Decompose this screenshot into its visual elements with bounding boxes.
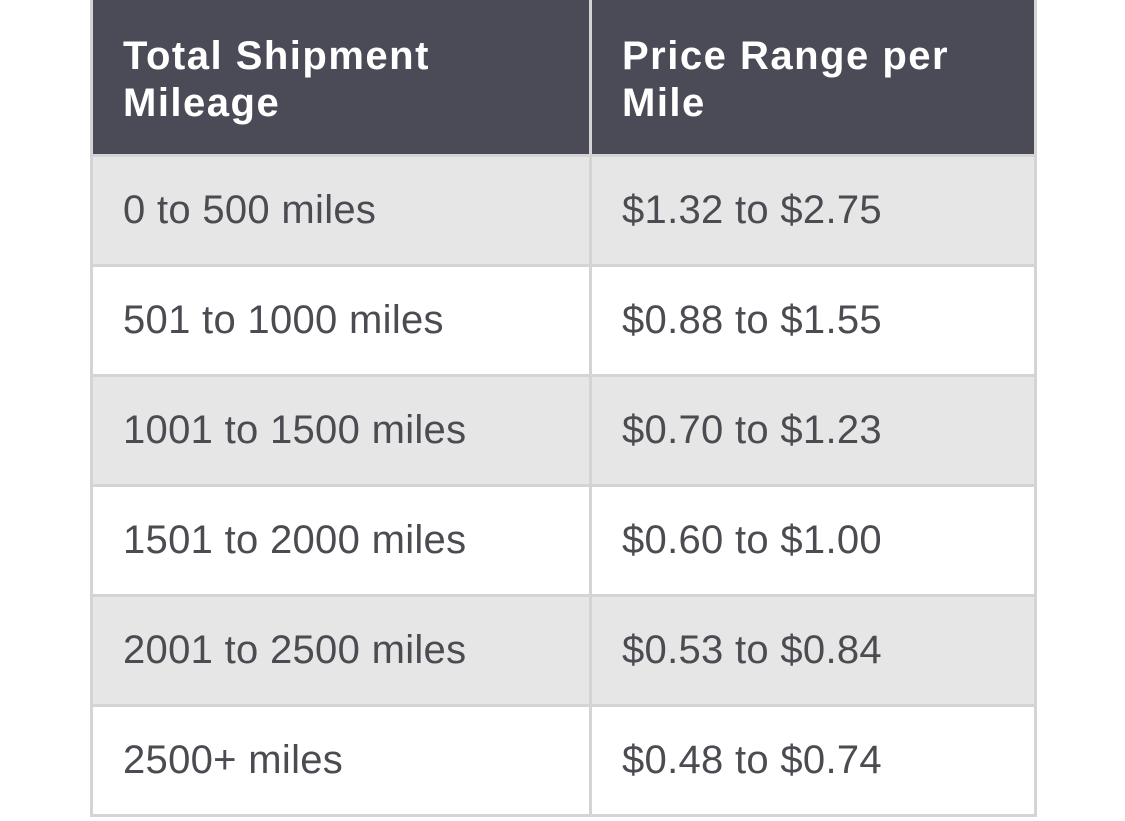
mileage-cell: 501 to 1000 miles	[90, 263, 592, 377]
mileage-cell: 2500+ miles	[90, 703, 592, 817]
price-per-mile-table: Total Shipment Mileage Price Range per M…	[90, 0, 1037, 817]
mileage-cell: 0 to 500 miles	[90, 153, 592, 267]
price-range-cell: $0.48 to $0.74	[589, 703, 1037, 817]
mileage-cell: 1501 to 2000 miles	[90, 483, 592, 597]
table-body: 0 to 500 miles $1.32 to $2.75 501 to 100…	[90, 153, 1037, 817]
mileage-cell: 1001 to 1500 miles	[90, 373, 592, 487]
column-header-price-range: Price Range per Mile	[589, 0, 1037, 157]
mileage-cell: 2001 to 2500 miles	[90, 593, 592, 707]
table-header: Total Shipment Mileage Price Range per M…	[90, 0, 1037, 157]
column-header-mileage: Total Shipment Mileage	[90, 0, 592, 157]
table-row: 501 to 1000 miles $0.88 to $1.55	[90, 263, 1037, 377]
table-row: 1501 to 2000 miles $0.60 to $1.00	[90, 483, 1037, 597]
header-row: Total Shipment Mileage Price Range per M…	[90, 0, 1037, 157]
price-range-cell: $0.53 to $0.84	[589, 593, 1037, 707]
table-row: 1001 to 1500 miles $0.70 to $1.23	[90, 373, 1037, 487]
price-range-cell: $0.60 to $1.00	[589, 483, 1037, 597]
table-row: 2001 to 2500 miles $0.53 to $0.84	[90, 593, 1037, 707]
price-range-cell: $1.32 to $2.75	[589, 153, 1037, 267]
price-range-cell: $0.70 to $1.23	[589, 373, 1037, 487]
table-row: 0 to 500 miles $1.32 to $2.75	[90, 153, 1037, 267]
table-row: 2500+ miles $0.48 to $0.74	[90, 703, 1037, 817]
price-range-cell: $0.88 to $1.55	[589, 263, 1037, 377]
